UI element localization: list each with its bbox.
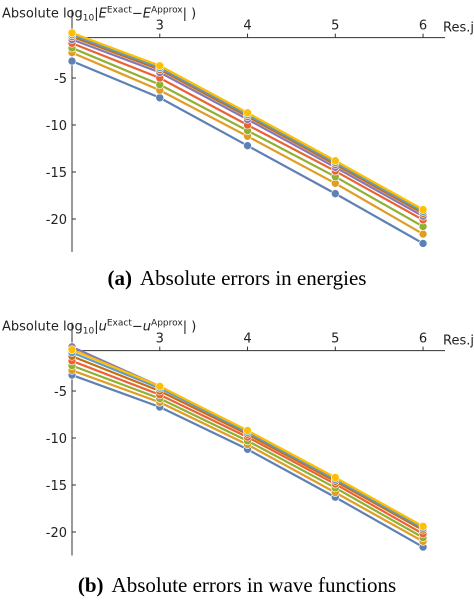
x-tick-label: 5 bbox=[331, 332, 339, 347]
y-tick-label: -10 bbox=[46, 119, 67, 134]
caption: (b) Absolute errors in wave functions bbox=[78, 573, 396, 597]
caption-text: Absolute errors in wave functions bbox=[112, 573, 397, 597]
y-tick-label: -20 bbox=[46, 526, 67, 541]
data-point bbox=[330, 473, 340, 482]
y-axis-label-part: − bbox=[132, 7, 143, 22]
y-axis-label-part: Approx bbox=[151, 6, 183, 16]
y-tick-label: -5 bbox=[54, 72, 67, 87]
y-axis-label-part: | bbox=[94, 7, 98, 22]
series-line bbox=[71, 60, 424, 245]
series-line bbox=[71, 369, 424, 543]
y-axis-label-part: Absolute log bbox=[2, 7, 83, 22]
x-tick-label: 6 bbox=[419, 332, 427, 347]
data-point bbox=[67, 345, 77, 354]
y-axis-label-part: Absolute log bbox=[2, 320, 83, 335]
y-axis-label-part: Exact bbox=[107, 6, 132, 16]
data-point bbox=[418, 239, 428, 248]
y-axis-label-part: 10 bbox=[83, 327, 95, 337]
x-tick-label: 3 bbox=[156, 19, 164, 34]
y-axis-label-part: − bbox=[132, 320, 143, 335]
y-axis-label-part: Exact bbox=[107, 319, 132, 329]
y-axis-label: Absolute log10|EExact−EApprox| ) bbox=[2, 6, 196, 24]
series-line bbox=[71, 374, 424, 548]
data-point bbox=[155, 61, 165, 71]
x-tick-label: 6 bbox=[419, 19, 427, 34]
caption-text: Absolute errors in energies bbox=[140, 266, 366, 290]
y-tick-label: -15 bbox=[46, 166, 67, 181]
y-axis-label-part: u bbox=[143, 320, 151, 335]
caption-label: (a) bbox=[108, 266, 133, 290]
y-tick-label: -20 bbox=[46, 213, 67, 228]
y-axis-label-part: 10 bbox=[83, 14, 95, 24]
x-tick-label: 4 bbox=[243, 19, 251, 34]
x-axis-label: Res.j bbox=[443, 334, 474, 349]
y-axis-label-part: Approx bbox=[151, 319, 183, 329]
caption-label: (b) bbox=[78, 573, 104, 597]
x-tick-label: 5 bbox=[331, 19, 339, 34]
x-axis-label: Res.j bbox=[443, 21, 474, 36]
caption: (a) Absolute errors in energies bbox=[108, 266, 367, 290]
data-point bbox=[243, 141, 252, 150]
data-point bbox=[67, 56, 77, 66]
y-tick-label: -15 bbox=[46, 479, 67, 494]
y-axis-label-part: | bbox=[94, 320, 98, 335]
y-axis-label-part: u bbox=[99, 320, 107, 335]
data-point bbox=[155, 93, 165, 103]
y-tick-label: -5 bbox=[54, 385, 67, 400]
x-tick-label: 3 bbox=[156, 332, 164, 347]
data-point bbox=[243, 426, 252, 435]
x-tick-label: 4 bbox=[243, 332, 251, 347]
y-axis-label: Absolute log10|uExact−uApprox| ) bbox=[2, 319, 196, 337]
data-point bbox=[330, 156, 340, 166]
data-point bbox=[418, 229, 428, 239]
data-point bbox=[243, 108, 252, 118]
y-tick-label: -10 bbox=[46, 432, 67, 447]
data-point bbox=[330, 189, 340, 198]
y-axis-label-part: | ) bbox=[183, 320, 197, 335]
data-point bbox=[418, 522, 428, 531]
data-point bbox=[67, 28, 77, 38]
data-point bbox=[418, 205, 428, 214]
y-axis-label-part: E bbox=[99, 7, 108, 22]
y-axis-label-part: E bbox=[143, 7, 152, 22]
data-point bbox=[155, 382, 165, 391]
y-axis-label-part: | ) bbox=[183, 7, 197, 22]
